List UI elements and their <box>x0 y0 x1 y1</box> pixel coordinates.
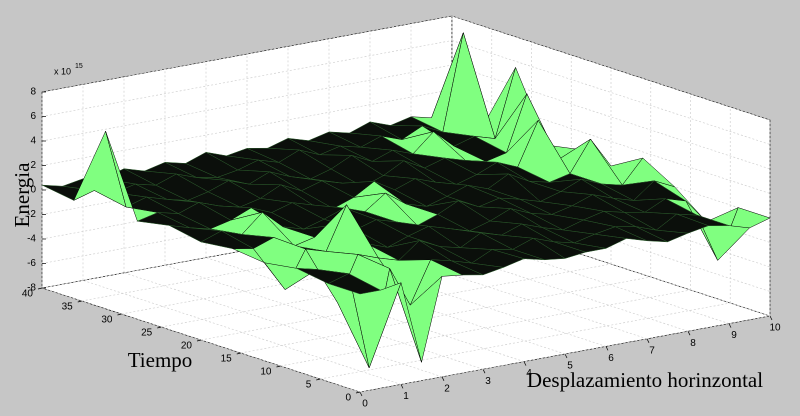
grid-line <box>41 40 453 117</box>
x-tick-label: 4 <box>526 368 532 379</box>
y-tick <box>37 287 43 290</box>
x-tick-label: 3 <box>485 376 491 387</box>
y-axis-label: Tiempo <box>128 348 193 372</box>
x-tick <box>400 384 404 389</box>
x-tick-label: 1 <box>403 391 409 402</box>
x-tick <box>646 338 650 343</box>
y-tick-label: 30 <box>101 315 113 326</box>
y-tick <box>316 378 321 381</box>
z-tick-label: 8 <box>30 87 36 98</box>
x-tick <box>605 346 609 351</box>
y-tick-label: 10 <box>260 367 272 378</box>
surface <box>41 31 771 369</box>
x-tick-label: 5 <box>567 361 573 372</box>
z-tick-label: 0 <box>30 185 36 196</box>
x-tick-label: 7 <box>649 345 655 356</box>
y-tick <box>117 313 122 316</box>
z-tick-label: 2 <box>30 160 36 171</box>
y-tick <box>77 300 82 303</box>
z-tick-label: -8 <box>27 283 36 294</box>
z-exponent: x 10 <box>54 66 71 76</box>
x-tick-label: 6 <box>608 353 614 364</box>
grid-line <box>280 289 691 367</box>
y-tick <box>157 326 162 329</box>
z-tick-label: -2 <box>27 209 36 220</box>
x-tick-label: 0 <box>362 399 368 410</box>
x-tick-label: 10 <box>769 323 781 334</box>
x-tick <box>359 391 363 397</box>
grid-line <box>41 64 453 142</box>
y-tick <box>236 352 241 355</box>
z-tick-label: 4 <box>30 136 36 147</box>
x-tick-label: 2 <box>444 383 450 394</box>
y-tick-label: 0 <box>345 393 351 404</box>
surface-patch <box>327 273 382 295</box>
grid-line <box>41 15 453 93</box>
y-tick-label: 20 <box>181 341 193 352</box>
labels: Energia Tiempo Desplazamiento horinzonta… <box>10 63 763 392</box>
z-tick-label: 6 <box>30 111 36 122</box>
y-tick-label: 35 <box>62 302 74 313</box>
y-tick-label: 15 <box>221 354 233 365</box>
x-tick <box>687 331 691 336</box>
y-tick <box>276 365 281 368</box>
x-tick <box>769 315 773 321</box>
z-tick-label: -4 <box>27 234 36 245</box>
x-tick-label: 8 <box>690 338 696 349</box>
grid-line <box>359 315 771 393</box>
grid-line <box>240 276 651 354</box>
x-tick <box>564 353 568 359</box>
x-tick <box>482 369 486 374</box>
y-tick <box>355 391 361 394</box>
z-tick-label: -6 <box>27 258 36 269</box>
x-tick-label: 9 <box>731 330 737 341</box>
z-axis-label: Energia <box>10 162 34 228</box>
y-tick-label: 5 <box>306 380 312 391</box>
y-tick <box>196 339 202 342</box>
x-tick <box>441 376 445 381</box>
x-tick <box>523 361 527 366</box>
z-exponent-power: 15 <box>75 63 83 70</box>
x-tick <box>728 323 732 328</box>
grid-line <box>320 302 731 380</box>
y-tick-label: 40 <box>22 289 34 300</box>
x-axis-label: Desplazamiento horinzontal <box>527 368 763 392</box>
y-tick-label: 25 <box>141 328 153 339</box>
